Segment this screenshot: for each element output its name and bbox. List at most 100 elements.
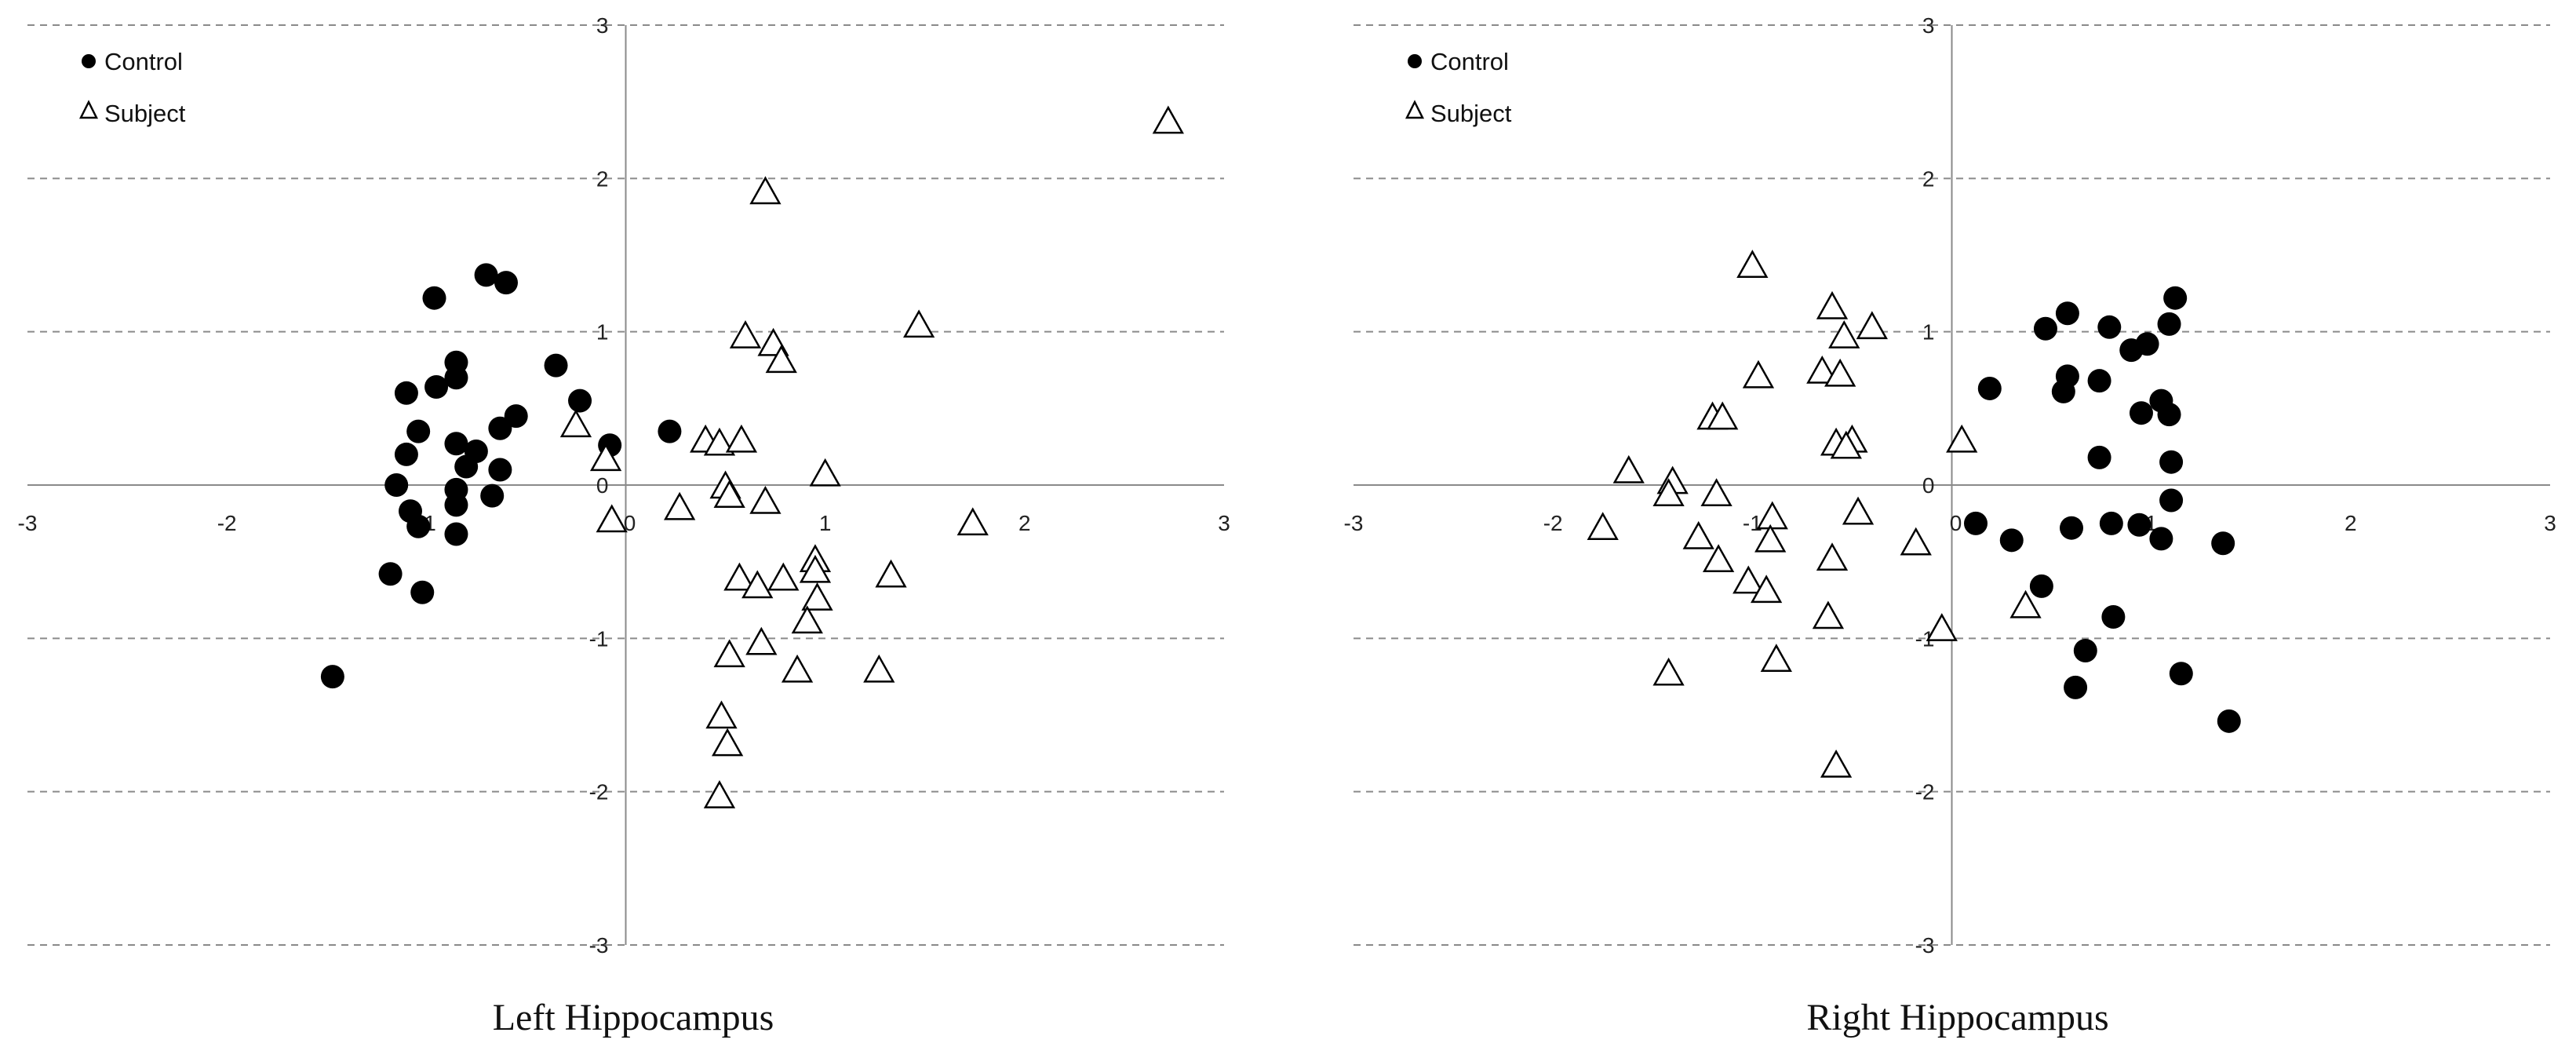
subject-point xyxy=(1824,358,1856,387)
control-point xyxy=(454,454,479,479)
subject-point xyxy=(713,639,745,668)
subject-point xyxy=(1612,454,1645,483)
chart-title: Right Hippocampus xyxy=(1806,997,2108,1038)
legend-subject-marker xyxy=(1405,100,1425,119)
subject-point xyxy=(713,480,745,508)
legend-subject-marker xyxy=(78,100,99,119)
subject-point xyxy=(1828,320,1860,348)
x-tick-label: -3 xyxy=(1344,511,1364,535)
y-tick-label: 0 xyxy=(1922,473,1935,498)
legend: Control Subject xyxy=(78,48,186,127)
subject-point xyxy=(1700,478,1733,507)
control-point xyxy=(444,432,468,456)
subject-point xyxy=(725,424,758,453)
subject-point xyxy=(559,409,592,438)
control-point xyxy=(2149,527,2173,551)
control-point xyxy=(2119,338,2144,363)
y-tick-label: 2 xyxy=(596,166,609,191)
subject-point xyxy=(1842,496,1875,525)
legend-subject-label: Subject xyxy=(1430,100,1512,127)
subject-point xyxy=(1682,520,1714,549)
control-point xyxy=(2101,604,2126,629)
x-tick-label: -2 xyxy=(1543,511,1563,535)
control-point xyxy=(394,381,418,405)
subject-point xyxy=(1926,613,1958,641)
x-tick-label: -3 xyxy=(18,511,38,535)
subject-point xyxy=(1750,575,1783,604)
legend-control-marker xyxy=(82,54,96,68)
y-tick-label: 3 xyxy=(596,13,609,38)
chart-title: Left Hippocampus xyxy=(493,997,774,1038)
control-point xyxy=(378,562,403,586)
subject-point xyxy=(1702,544,1735,573)
subject-point xyxy=(1652,478,1685,507)
control-point xyxy=(444,522,468,546)
subject-point xyxy=(1812,600,1845,629)
data-points xyxy=(320,105,1184,808)
control-point xyxy=(2060,516,2083,540)
subject-point xyxy=(1707,401,1739,430)
subject-point xyxy=(1816,290,1849,319)
subject-point xyxy=(741,570,774,599)
control-point xyxy=(2087,369,2111,393)
control-point xyxy=(2064,675,2088,699)
subject-point xyxy=(1946,424,1978,453)
subject-point xyxy=(745,626,778,655)
control-point xyxy=(394,442,418,466)
subject-point xyxy=(809,458,841,487)
subject-point xyxy=(705,700,738,729)
subject-point xyxy=(663,491,696,520)
control-point xyxy=(544,353,568,378)
control-point xyxy=(1977,376,2002,400)
subject-point xyxy=(956,507,989,536)
control-point xyxy=(1964,511,1988,535)
subject-point xyxy=(799,554,832,583)
subject-point xyxy=(781,654,814,683)
subject-point xyxy=(703,780,736,808)
subject-point xyxy=(729,320,762,348)
subject-point xyxy=(1742,359,1775,389)
control-point xyxy=(444,493,468,517)
subject-point xyxy=(1733,565,1765,594)
y-tick-label: -2 xyxy=(1915,780,1935,804)
subject-point xyxy=(1736,250,1769,278)
control-point xyxy=(480,483,505,508)
control-point xyxy=(2127,513,2152,537)
control-point xyxy=(494,271,518,295)
control-point xyxy=(2211,531,2235,556)
subject-point xyxy=(1587,512,1619,540)
control-point xyxy=(2159,450,2184,474)
control-point xyxy=(406,419,431,443)
control-point xyxy=(2033,316,2057,341)
y-tick-label: 0 xyxy=(596,473,609,498)
y-tick-label: 1 xyxy=(1922,320,1935,345)
subject-point xyxy=(767,562,800,591)
control-point xyxy=(444,366,468,390)
subject-point xyxy=(875,559,907,588)
subject-point xyxy=(765,345,797,374)
control-point xyxy=(2073,638,2097,662)
y-tick-label: -1 xyxy=(589,626,609,651)
subject-point xyxy=(1652,657,1685,686)
y-tick-label: -3 xyxy=(1915,933,1935,958)
subject-point xyxy=(749,176,782,205)
y-tick-label: 2 xyxy=(1922,166,1935,191)
control-point xyxy=(320,665,344,689)
subject-point xyxy=(1754,524,1787,553)
subject-point xyxy=(791,605,823,634)
control-point xyxy=(422,286,446,310)
legend: Control Subject xyxy=(1405,48,1512,127)
y-tick-label: 3 xyxy=(1922,13,1935,38)
control-point xyxy=(504,404,528,429)
legend-control-label: Control xyxy=(1430,48,1509,75)
control-point xyxy=(2099,511,2123,535)
x-tick-label: 2 xyxy=(1018,511,1031,535)
x-tick-label: -2 xyxy=(217,511,237,535)
subject-point xyxy=(703,427,736,456)
control-point xyxy=(2129,401,2153,425)
control-point xyxy=(2087,445,2111,469)
